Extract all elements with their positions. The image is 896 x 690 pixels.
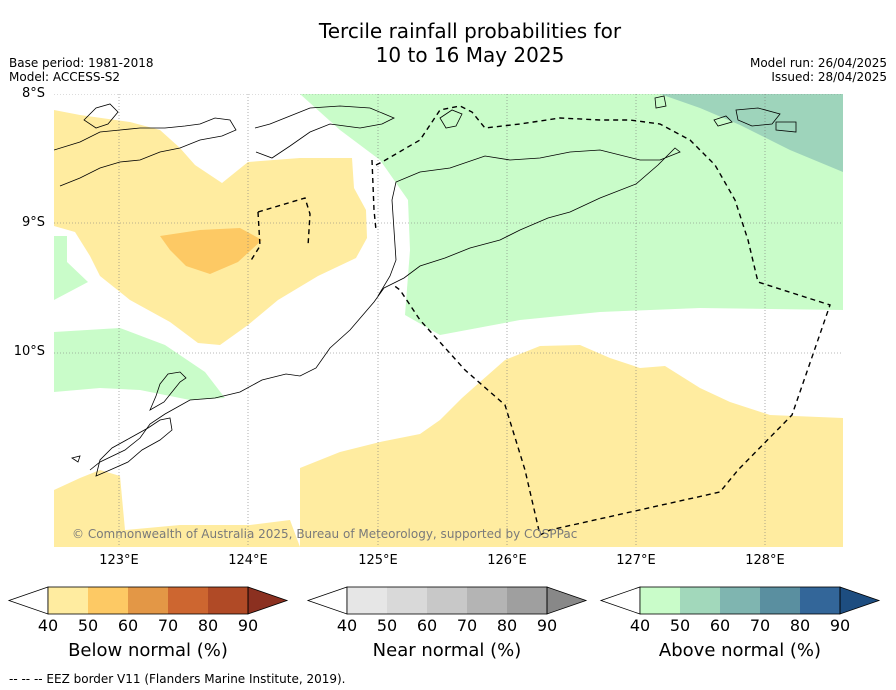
above-tick-90: 90	[829, 616, 851, 635]
above-segment-70	[760, 587, 800, 614]
lon-label-125e: 125°E	[358, 553, 398, 568]
below-segment-80	[208, 587, 248, 614]
below-segment-70	[168, 587, 208, 614]
colorbar-below-title: Below normal (%)	[68, 640, 228, 661]
colorbar-below-normal	[7, 586, 289, 615]
above-tick-80: 80	[789, 616, 811, 635]
below-extend-high	[247, 586, 289, 615]
colorbar-above-normal	[599, 586, 881, 615]
near-extend-high	[546, 586, 588, 615]
coastlines	[54, 95, 797, 477]
near-segment-40	[347, 587, 387, 614]
run-info: Model run: 26/04/2025 Issued: 28/04/2025	[750, 56, 887, 84]
moa-coast	[775, 121, 797, 133]
below-normal-region-60	[160, 228, 262, 274]
savu-roti-coast	[149, 371, 187, 411]
map-credit: © Commonwealth of Australia 2025, Bureau…	[72, 527, 578, 541]
eez-legend: -- -- -- EEZ border V11 (Flanders Marine…	[9, 672, 346, 686]
near-segment-80	[507, 587, 547, 614]
below-tick-70: 70	[157, 616, 179, 635]
pantar-coast	[83, 103, 119, 129]
eez-border	[249, 105, 831, 537]
small-island-1	[654, 95, 667, 109]
near-segment-50	[387, 587, 427, 614]
kisar-coast	[439, 109, 463, 129]
roti-island-coast	[95, 417, 173, 477]
above-tick-60: 60	[709, 616, 731, 635]
near-tick-90: 90	[536, 616, 558, 635]
near-tick-50: 50	[376, 616, 398, 635]
colorbar-above-title: Above normal (%)	[658, 640, 822, 661]
below-normal-region-north	[54, 110, 367, 345]
below-segment-50	[88, 587, 128, 614]
issued-date: Issued: 28/04/2025	[771, 70, 887, 84]
below-tick-90: 90	[237, 616, 259, 635]
model-name: Model: ACCESS-S2	[9, 70, 121, 84]
near-segment-70	[467, 587, 507, 614]
above-segment-80	[800, 587, 840, 614]
above-normal-region-southwest	[54, 328, 225, 400]
lat-label-8s: 8°S	[21, 86, 45, 101]
lon-label-128e: 128°E	[745, 553, 785, 568]
near-segment-60	[427, 587, 467, 614]
colorbar-near-normal	[306, 586, 588, 615]
above-segment-60	[720, 587, 760, 614]
above-outline	[639, 586, 841, 615]
near-tick-70: 70	[456, 616, 478, 635]
colorbar-near-title: Near normal (%)	[372, 640, 522, 661]
title-line-2: 10 to 16 May 2025	[375, 43, 565, 67]
near-tick-60: 60	[416, 616, 438, 635]
model-run: Model run: 26/04/2025	[749, 56, 887, 70]
near-extend-low	[306, 586, 348, 615]
above-extend-high	[839, 586, 881, 615]
base-info: Base period: 1981-2018 Model: ACCESS-S2	[9, 56, 154, 84]
lat-label-9s: 9°S	[21, 215, 45, 230]
above-tick-40: 40	[629, 616, 651, 635]
above-normal-region-west-small	[54, 236, 88, 300]
below-normal-region-southwest	[54, 470, 300, 547]
lakor-coast	[713, 115, 733, 127]
above-segment-40	[640, 587, 680, 614]
below-tick-60: 60	[117, 616, 139, 635]
lat-label-10s: 10°S	[13, 344, 45, 359]
near-tick-80: 80	[496, 616, 518, 635]
near-tick-40: 40	[336, 616, 358, 635]
wetar-coast	[254, 105, 395, 159]
lon-label-126e: 126°E	[487, 553, 527, 568]
lon-label-124e: 124°E	[228, 553, 268, 568]
lon-label-127e: 127°E	[616, 553, 656, 568]
above-extend-low	[599, 586, 641, 615]
lon-label-123e: 123°E	[99, 553, 139, 568]
alor-coast	[54, 117, 237, 187]
below-tick-50: 50	[77, 616, 99, 635]
near-outline	[346, 586, 548, 615]
leti-coast	[735, 107, 781, 127]
above-tick-70: 70	[749, 616, 771, 635]
gridlines	[54, 94, 843, 547]
below-outline	[47, 586, 249, 615]
semau-coast	[71, 455, 81, 463]
below-tick-40: 40	[37, 616, 59, 635]
above-normal-region-east	[300, 94, 843, 335]
below-extend-low	[7, 586, 49, 615]
above-normal-region-60	[660, 94, 843, 172]
base-period: Base period: 1981-2018	[9, 56, 154, 70]
map-title: Tercile rainfall probabilities for 10 to…	[0, 19, 896, 67]
below-normal-region-south	[300, 345, 843, 547]
timor-island-coast	[89, 147, 681, 471]
below-tick-80: 80	[197, 616, 219, 635]
below-segment-40	[48, 587, 88, 614]
below-segment-60	[128, 587, 168, 614]
above-tick-50: 50	[669, 616, 691, 635]
title-line-1: Tercile rainfall probabilities for	[318, 19, 622, 43]
above-segment-50	[680, 587, 720, 614]
